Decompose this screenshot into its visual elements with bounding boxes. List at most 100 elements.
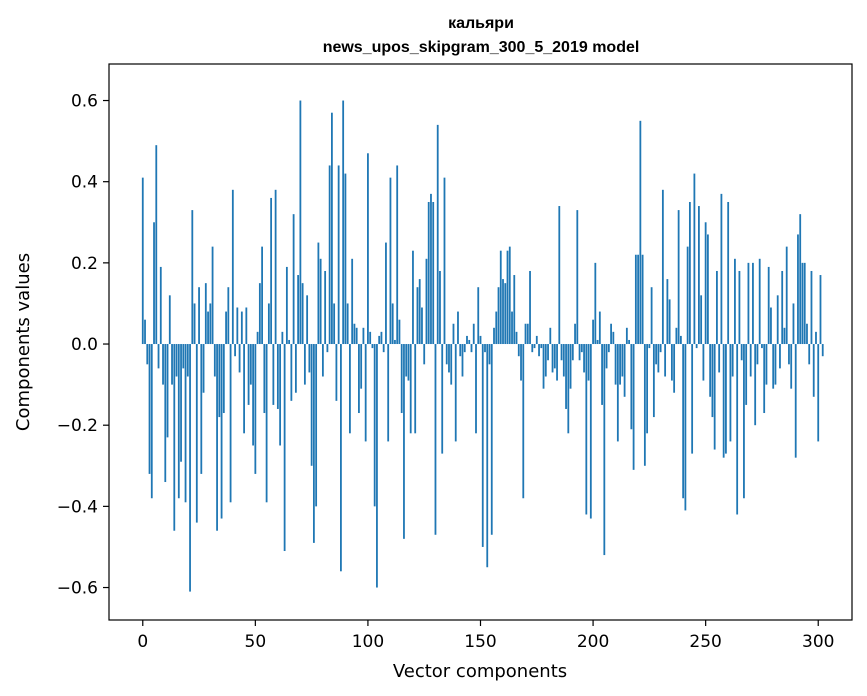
bar — [659, 344, 662, 353]
bar — [698, 206, 700, 345]
bar — [159, 266, 162, 345]
bar — [319, 258, 322, 345]
bar — [632, 344, 635, 470]
bar — [315, 344, 318, 507]
bar — [619, 344, 621, 385]
bar — [756, 344, 759, 365]
bar — [713, 344, 716, 450]
bar — [790, 344, 793, 389]
bar — [578, 344, 581, 361]
bar — [763, 344, 766, 414]
bar — [261, 246, 263, 345]
bar — [231, 189, 234, 345]
bar — [508, 246, 511, 345]
bar — [544, 344, 547, 377]
bar — [488, 344, 491, 365]
bar — [317, 242, 320, 345]
y-tick-label: −0.4 — [57, 497, 98, 517]
bar — [153, 222, 155, 345]
bar — [367, 153, 369, 345]
bar — [493, 327, 495, 345]
bar — [177, 344, 180, 499]
bar — [150, 344, 153, 499]
bar — [441, 344, 444, 454]
y-tick-label: 0.6 — [71, 92, 98, 112]
bar — [524, 323, 527, 345]
y-tick-label: 0.2 — [71, 254, 98, 274]
bar — [450, 344, 453, 385]
y-axis: −0.6 −0.4 −0.2 0.0 0.2 0.4 0.6 — [57, 92, 109, 599]
bar — [675, 327, 678, 345]
bar — [670, 344, 673, 381]
bar — [301, 283, 304, 345]
bar — [418, 279, 421, 345]
bar — [472, 323, 475, 345]
bar — [342, 100, 345, 345]
bar — [533, 344, 536, 349]
bar — [691, 344, 694, 454]
bar — [729, 344, 732, 442]
bar — [407, 344, 410, 381]
bar — [603, 344, 606, 556]
bar — [668, 299, 671, 345]
bar — [274, 189, 277, 345]
bar — [249, 344, 252, 385]
bar — [445, 344, 448, 365]
bar — [727, 201, 730, 345]
bar — [792, 303, 795, 345]
bar — [400, 344, 403, 414]
bar — [616, 344, 619, 442]
bar — [684, 344, 687, 511]
bar — [292, 214, 295, 345]
bar — [155, 145, 158, 345]
bar — [297, 275, 300, 345]
bar — [146, 344, 149, 365]
bar — [191, 210, 194, 345]
bar — [502, 279, 504, 345]
bar — [634, 254, 637, 345]
bar — [779, 344, 781, 369]
bar — [693, 173, 696, 345]
bar — [346, 303, 349, 345]
bar — [389, 177, 392, 345]
bar — [506, 250, 509, 345]
bar — [200, 344, 203, 474]
bar — [576, 210, 579, 345]
bar — [164, 344, 167, 483]
bar — [157, 344, 160, 369]
bar — [812, 344, 815, 397]
bar — [612, 331, 615, 345]
bar — [222, 344, 225, 414]
bar — [734, 258, 736, 345]
bar — [783, 327, 786, 345]
bar — [815, 331, 817, 345]
bar — [331, 112, 333, 345]
bar — [556, 344, 558, 381]
bar — [772, 344, 775, 389]
bar — [288, 339, 291, 345]
bar — [679, 335, 682, 345]
bar — [522, 344, 525, 499]
bar — [173, 344, 176, 531]
bar — [234, 344, 236, 357]
bar — [369, 331, 372, 345]
bar — [707, 234, 709, 345]
bar — [430, 193, 432, 345]
bar — [434, 344, 437, 535]
bar — [461, 344, 464, 377]
x-tick-label: 300 — [802, 632, 834, 652]
bar — [306, 295, 309, 345]
bar — [171, 344, 173, 385]
bar — [560, 344, 563, 361]
bar — [639, 120, 642, 345]
bar — [529, 270, 531, 345]
bar — [700, 295, 703, 345]
bar — [168, 295, 171, 345]
bar — [551, 344, 554, 373]
bar — [553, 344, 556, 369]
bar — [198, 287, 200, 345]
bar — [238, 344, 241, 373]
bar — [416, 287, 419, 345]
bar — [421, 307, 423, 345]
bar — [643, 344, 646, 466]
